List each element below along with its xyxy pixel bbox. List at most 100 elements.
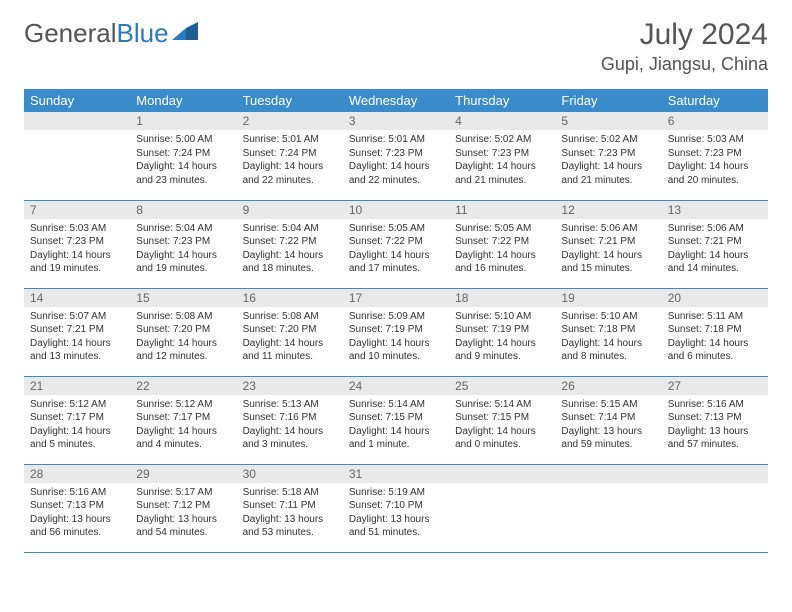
- calendar-cell: 24Sunrise: 5:14 AMSunset: 7:15 PMDayligh…: [343, 376, 449, 464]
- day-details: Sunrise: 5:06 AMSunset: 7:21 PMDaylight:…: [555, 219, 661, 280]
- day-details: Sunrise: 5:02 AMSunset: 7:23 PMDaylight:…: [449, 130, 555, 191]
- day-number: 23: [237, 377, 343, 395]
- calendar-cell: [662, 464, 768, 552]
- day-details: Sunrise: 5:11 AMSunset: 7:18 PMDaylight:…: [662, 307, 768, 368]
- calendar-row: 28Sunrise: 5:16 AMSunset: 7:13 PMDayligh…: [24, 464, 768, 552]
- logo: GeneralBlue: [24, 18, 200, 49]
- weekday-header: Thursday: [449, 89, 555, 112]
- calendar-cell: 9Sunrise: 5:04 AMSunset: 7:22 PMDaylight…: [237, 200, 343, 288]
- calendar-cell: 12Sunrise: 5:06 AMSunset: 7:21 PMDayligh…: [555, 200, 661, 288]
- calendar-cell: 4Sunrise: 5:02 AMSunset: 7:23 PMDaylight…: [449, 112, 555, 200]
- day-details: Sunrise: 5:01 AMSunset: 7:24 PMDaylight:…: [237, 130, 343, 191]
- calendar-cell: 10Sunrise: 5:05 AMSunset: 7:22 PMDayligh…: [343, 200, 449, 288]
- day-number: 10: [343, 201, 449, 219]
- day-details: Sunrise: 5:16 AMSunset: 7:13 PMDaylight:…: [662, 395, 768, 456]
- day-number: 16: [237, 289, 343, 307]
- calendar-row: 21Sunrise: 5:12 AMSunset: 7:17 PMDayligh…: [24, 376, 768, 464]
- day-details: Sunrise: 5:16 AMSunset: 7:13 PMDaylight:…: [24, 483, 130, 544]
- day-number-empty: [449, 465, 555, 483]
- calendar-cell: 13Sunrise: 5:06 AMSunset: 7:21 PMDayligh…: [662, 200, 768, 288]
- day-number: 3: [343, 112, 449, 130]
- title-block: July 2024 Gupi, Jiangsu, China: [601, 18, 768, 75]
- calendar-cell: 20Sunrise: 5:11 AMSunset: 7:18 PMDayligh…: [662, 288, 768, 376]
- weekday-header: Wednesday: [343, 89, 449, 112]
- day-number: 1: [130, 112, 236, 130]
- calendar-cell: 26Sunrise: 5:15 AMSunset: 7:14 PMDayligh…: [555, 376, 661, 464]
- day-number: 4: [449, 112, 555, 130]
- calendar-cell: 7Sunrise: 5:03 AMSunset: 7:23 PMDaylight…: [24, 200, 130, 288]
- day-details: Sunrise: 5:06 AMSunset: 7:21 PMDaylight:…: [662, 219, 768, 280]
- day-number: 15: [130, 289, 236, 307]
- calendar-cell: 30Sunrise: 5:18 AMSunset: 7:11 PMDayligh…: [237, 464, 343, 552]
- day-number: 21: [24, 377, 130, 395]
- day-number: 17: [343, 289, 449, 307]
- calendar-cell: 1Sunrise: 5:00 AMSunset: 7:24 PMDaylight…: [130, 112, 236, 200]
- day-number: 6: [662, 112, 768, 130]
- day-number: 30: [237, 465, 343, 483]
- day-details: Sunrise: 5:03 AMSunset: 7:23 PMDaylight:…: [24, 219, 130, 280]
- day-number: 25: [449, 377, 555, 395]
- weekday-header: Saturday: [662, 89, 768, 112]
- calendar-cell: [24, 112, 130, 200]
- day-number-empty: [24, 112, 130, 130]
- calendar-cell: 21Sunrise: 5:12 AMSunset: 7:17 PMDayligh…: [24, 376, 130, 464]
- calendar-cell: 6Sunrise: 5:03 AMSunset: 7:23 PMDaylight…: [662, 112, 768, 200]
- logo-text-2: Blue: [117, 18, 169, 49]
- weekday-header: Monday: [130, 89, 236, 112]
- day-details: Sunrise: 5:00 AMSunset: 7:24 PMDaylight:…: [130, 130, 236, 191]
- day-number: 28: [24, 465, 130, 483]
- calendar-row: 1Sunrise: 5:00 AMSunset: 7:24 PMDaylight…: [24, 112, 768, 200]
- day-number: 8: [130, 201, 236, 219]
- location: Gupi, Jiangsu, China: [601, 54, 768, 75]
- calendar-cell: 8Sunrise: 5:04 AMSunset: 7:23 PMDaylight…: [130, 200, 236, 288]
- calendar-body: 1Sunrise: 5:00 AMSunset: 7:24 PMDaylight…: [24, 112, 768, 552]
- day-number: 31: [343, 465, 449, 483]
- day-details: Sunrise: 5:18 AMSunset: 7:11 PMDaylight:…: [237, 483, 343, 544]
- calendar-cell: 31Sunrise: 5:19 AMSunset: 7:10 PMDayligh…: [343, 464, 449, 552]
- weekday-header: Sunday: [24, 89, 130, 112]
- weekday-header-row: SundayMondayTuesdayWednesdayThursdayFrid…: [24, 89, 768, 112]
- day-details: Sunrise: 5:12 AMSunset: 7:17 PMDaylight:…: [130, 395, 236, 456]
- day-number: 7: [24, 201, 130, 219]
- day-number: 14: [24, 289, 130, 307]
- day-number: 24: [343, 377, 449, 395]
- calendar-table: SundayMondayTuesdayWednesdayThursdayFrid…: [24, 89, 768, 553]
- calendar-cell: 28Sunrise: 5:16 AMSunset: 7:13 PMDayligh…: [24, 464, 130, 552]
- day-details: Sunrise: 5:03 AMSunset: 7:23 PMDaylight:…: [662, 130, 768, 191]
- weekday-header: Friday: [555, 89, 661, 112]
- day-details: Sunrise: 5:04 AMSunset: 7:22 PMDaylight:…: [237, 219, 343, 280]
- day-number-empty: [662, 465, 768, 483]
- logo-icon: [172, 18, 200, 49]
- day-details: Sunrise: 5:13 AMSunset: 7:16 PMDaylight:…: [237, 395, 343, 456]
- calendar-cell: 23Sunrise: 5:13 AMSunset: 7:16 PMDayligh…: [237, 376, 343, 464]
- day-details: Sunrise: 5:07 AMSunset: 7:21 PMDaylight:…: [24, 307, 130, 368]
- day-number: 9: [237, 201, 343, 219]
- calendar-cell: [555, 464, 661, 552]
- calendar-cell: 17Sunrise: 5:09 AMSunset: 7:19 PMDayligh…: [343, 288, 449, 376]
- day-details: Sunrise: 5:02 AMSunset: 7:23 PMDaylight:…: [555, 130, 661, 191]
- calendar-cell: 14Sunrise: 5:07 AMSunset: 7:21 PMDayligh…: [24, 288, 130, 376]
- month-title: July 2024: [601, 18, 768, 52]
- day-details: Sunrise: 5:01 AMSunset: 7:23 PMDaylight:…: [343, 130, 449, 191]
- calendar-cell: 2Sunrise: 5:01 AMSunset: 7:24 PMDaylight…: [237, 112, 343, 200]
- calendar-cell: 18Sunrise: 5:10 AMSunset: 7:19 PMDayligh…: [449, 288, 555, 376]
- day-details: Sunrise: 5:08 AMSunset: 7:20 PMDaylight:…: [237, 307, 343, 368]
- weekday-header: Tuesday: [237, 89, 343, 112]
- day-number: 22: [130, 377, 236, 395]
- calendar-row: 14Sunrise: 5:07 AMSunset: 7:21 PMDayligh…: [24, 288, 768, 376]
- day-number: 2: [237, 112, 343, 130]
- day-details: Sunrise: 5:10 AMSunset: 7:18 PMDaylight:…: [555, 307, 661, 368]
- day-number: 26: [555, 377, 661, 395]
- day-details: Sunrise: 5:04 AMSunset: 7:23 PMDaylight:…: [130, 219, 236, 280]
- header: GeneralBlue July 2024 Gupi, Jiangsu, Chi…: [24, 18, 768, 75]
- calendar-cell: 22Sunrise: 5:12 AMSunset: 7:17 PMDayligh…: [130, 376, 236, 464]
- calendar-cell: 3Sunrise: 5:01 AMSunset: 7:23 PMDaylight…: [343, 112, 449, 200]
- day-details: Sunrise: 5:09 AMSunset: 7:19 PMDaylight:…: [343, 307, 449, 368]
- day-details: Sunrise: 5:05 AMSunset: 7:22 PMDaylight:…: [449, 219, 555, 280]
- calendar-cell: 27Sunrise: 5:16 AMSunset: 7:13 PMDayligh…: [662, 376, 768, 464]
- day-number: 18: [449, 289, 555, 307]
- calendar-row: 7Sunrise: 5:03 AMSunset: 7:23 PMDaylight…: [24, 200, 768, 288]
- day-number: 12: [555, 201, 661, 219]
- calendar-cell: 29Sunrise: 5:17 AMSunset: 7:12 PMDayligh…: [130, 464, 236, 552]
- day-details: Sunrise: 5:12 AMSunset: 7:17 PMDaylight:…: [24, 395, 130, 456]
